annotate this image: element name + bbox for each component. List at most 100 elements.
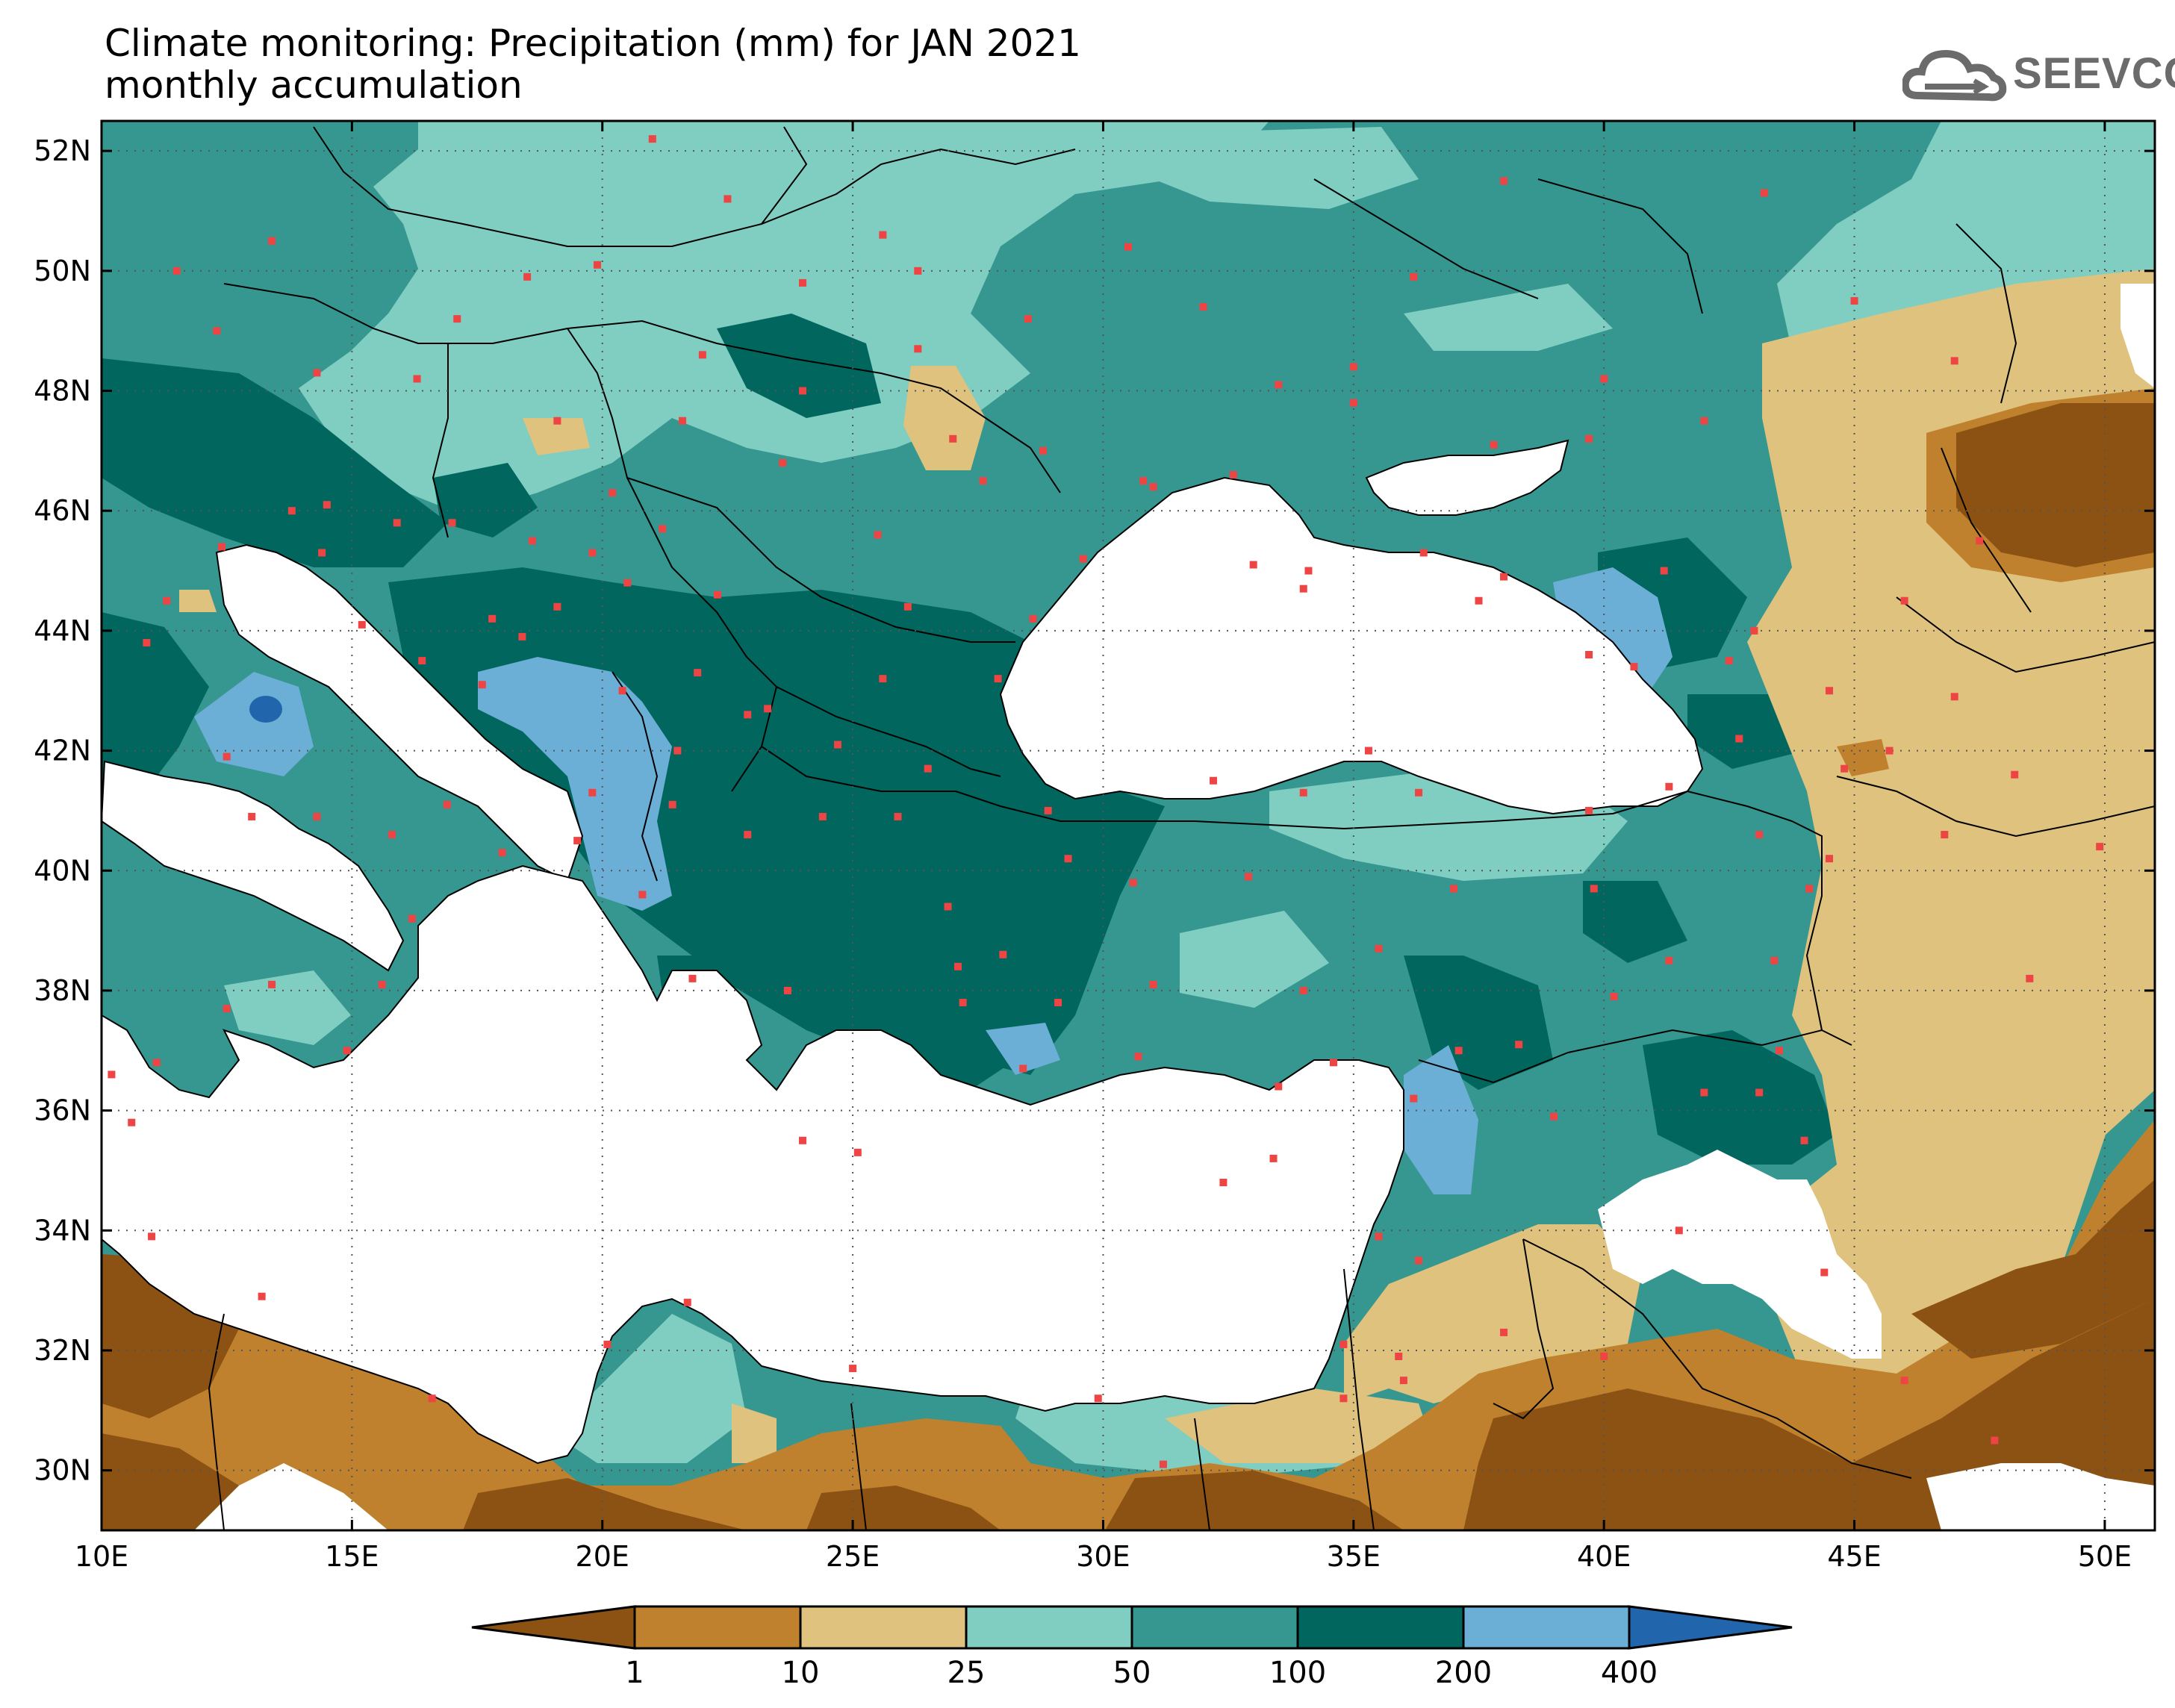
station-marker — [523, 272, 532, 281]
title-line-1: Climate monitoring: Precipitation (mm) f… — [105, 22, 1081, 65]
station-marker — [924, 764, 932, 773]
station-marker — [1665, 956, 1673, 964]
station-marker — [894, 812, 902, 820]
station-marker — [318, 549, 326, 557]
station-marker — [879, 231, 887, 239]
station-marker — [853, 1148, 862, 1156]
y-tick-label: 46N — [34, 494, 91, 527]
station-marker — [1029, 614, 1037, 623]
station-marker — [799, 1136, 807, 1144]
station-marker — [1419, 549, 1428, 557]
station-marker — [148, 1232, 156, 1241]
station-marker — [874, 531, 882, 539]
station-marker — [223, 752, 231, 761]
station-marker — [172, 267, 181, 275]
colorbar-segment — [1130, 1605, 1299, 1650]
tyrrhenian-sea — [102, 760, 405, 972]
sea-of-azov — [1365, 439, 1569, 516]
colorbar-label: 25 — [948, 1656, 986, 1690]
station-marker — [603, 1340, 612, 1348]
y-tick-label: 40N — [34, 854, 91, 887]
station-marker — [1885, 747, 1894, 755]
y-tick-label: 44N — [34, 614, 91, 647]
station-marker — [518, 632, 526, 640]
station-marker — [1219, 1179, 1227, 1187]
colorbar-label: 10 — [782, 1656, 820, 1690]
mediterranean-sea — [102, 864, 1404, 1465]
station-marker — [1500, 177, 1508, 185]
station-marker — [268, 980, 276, 988]
station-marker — [1826, 855, 1834, 863]
station-marker — [1229, 471, 1237, 479]
station-marker — [638, 891, 647, 899]
station-marker — [1900, 596, 1908, 605]
station-marker — [1375, 1232, 1383, 1241]
x-tick-label: 20E — [576, 1540, 629, 1573]
station-marker — [1415, 788, 1423, 797]
y-tick-label: 30N — [34, 1454, 91, 1487]
station-marker — [949, 434, 957, 443]
colorbar-segment — [965, 1605, 1133, 1650]
station-marker — [914, 267, 922, 275]
station-marker — [1054, 999, 1062, 1007]
station-marker — [1585, 806, 1593, 814]
y-tick-label: 42N — [34, 735, 91, 767]
station-marker — [1134, 1053, 1142, 1061]
station-marker — [1339, 1394, 1348, 1403]
y-tick-label: 48N — [34, 375, 91, 408]
station-marker — [623, 579, 632, 587]
station-marker — [588, 549, 597, 557]
x-tick-label: 50E — [2078, 1540, 2132, 1573]
station-marker — [1399, 1377, 1407, 1385]
station-marker — [1826, 687, 1834, 695]
x-tick-label: 25E — [826, 1540, 880, 1573]
station-marker — [1755, 1088, 1764, 1097]
station-marker — [1950, 357, 1958, 365]
station-marker — [1019, 1065, 1027, 1073]
x-tick-label: 40E — [1577, 1540, 1631, 1573]
colorbar-segment — [1296, 1605, 1465, 1650]
station-marker — [313, 369, 321, 377]
station-marker — [1850, 297, 1858, 305]
station-marker — [698, 351, 706, 359]
station-marker — [1500, 573, 1508, 581]
station-marker — [799, 387, 807, 395]
station-marker — [1585, 651, 1593, 659]
station-marker — [1600, 375, 1608, 383]
y-tick-label: 36N — [34, 1094, 91, 1127]
station-marker — [488, 614, 497, 623]
station-marker — [648, 135, 656, 143]
colorbar-label: 400 — [1601, 1656, 1658, 1690]
station-marker — [143, 638, 151, 646]
station-marker — [443, 800, 451, 808]
station-marker — [528, 537, 536, 545]
station-marker — [2026, 974, 2034, 982]
grid-lines — [102, 121, 2155, 1530]
station-marker — [944, 903, 952, 911]
station-marker — [128, 1118, 136, 1126]
station-marker — [453, 315, 461, 323]
x-tick-label: 15E — [325, 1540, 379, 1573]
sea-mask — [102, 284, 2155, 1530]
station-marker — [1094, 1394, 1102, 1403]
x-tick-label: 30E — [1076, 1540, 1130, 1573]
station-marker — [1900, 1377, 1908, 1385]
field-200-400 — [194, 567, 1673, 1194]
station-marker — [258, 1292, 266, 1300]
chart-title: Climate monitoring: Precipitation (mm) f… — [105, 22, 1081, 106]
station-marker — [1770, 956, 1779, 964]
station-marker — [1064, 855, 1072, 863]
station-marker — [1490, 440, 1498, 449]
station-marker — [1349, 363, 1357, 371]
station-marker — [1304, 567, 1313, 575]
borders — [208, 126, 2155, 1530]
station-marker — [223, 1005, 231, 1013]
station-marker — [1500, 1328, 1508, 1336]
station-marker — [1590, 885, 1598, 893]
station-marker — [1299, 585, 1307, 593]
station-marker — [478, 681, 486, 689]
station-marker — [1244, 873, 1252, 881]
station-marker — [688, 974, 697, 982]
station-marker — [1299, 986, 1307, 994]
station-markers — [108, 135, 2104, 1468]
